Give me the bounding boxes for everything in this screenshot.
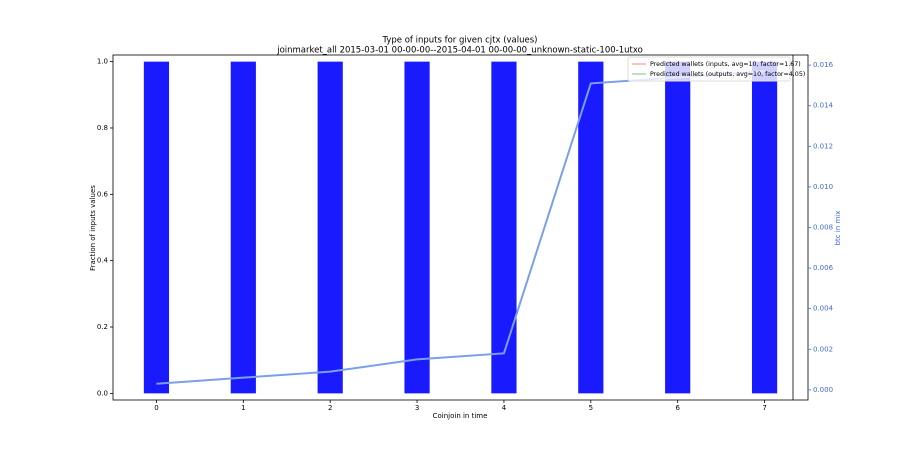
y-axis-label: Fraction of inputs values [89, 185, 97, 271]
x-tick-label: 6 [675, 404, 680, 412]
y-tick-label: 1.0 [97, 58, 108, 66]
y-tick-label: 0.0 [97, 389, 108, 397]
legend-box [627, 56, 791, 82]
legend-label: Predicted wallets (outputs, avg=10, fact… [650, 71, 805, 78]
y2-tick-label: 0.004 [813, 305, 834, 313]
bar [751, 61, 778, 394]
x-tick-label: 7 [762, 404, 766, 412]
y-tick-label: 0.2 [97, 323, 108, 331]
bar [143, 61, 170, 394]
bar [404, 61, 430, 394]
y2-tick-label: 0.002 [813, 345, 833, 353]
bar [491, 61, 517, 394]
y2-tick-label: 0.006 [813, 264, 834, 272]
x-tick-label: 3 [415, 404, 419, 412]
bar [578, 61, 604, 394]
x-tick-label: 2 [328, 404, 332, 412]
y2-tick-label: 0.016 [813, 61, 834, 69]
x-tick-label: 0 [154, 404, 158, 412]
y2-tick-label: 0.000 [813, 386, 833, 394]
chart-subtitle: joinmarket_all 2015-03-01 00-00-00--2015… [276, 46, 643, 56]
chart-title: Type of inputs for given cjtx (values) [382, 36, 538, 46]
bar [317, 61, 343, 394]
bar [665, 61, 691, 394]
y2-tick-label: 0.014 [813, 102, 834, 110]
bar [230, 61, 256, 394]
x-tick-label: 5 [589, 404, 593, 412]
plot-frame [112, 54, 809, 401]
y-tick-label: 0.8 [97, 124, 108, 132]
x-tick-label: 1 [241, 404, 245, 412]
y-tick-label: 0.4 [97, 257, 109, 265]
y2-tick-label: 0.012 [813, 142, 833, 150]
y2-tick-label: 0.010 [813, 183, 833, 191]
y2-tick-label: 0.008 [813, 224, 833, 232]
legend-label: Predicted wallets (inputs, avg=10, facto… [650, 61, 801, 68]
y2-axis-label: btc in mix [834, 211, 842, 246]
x-axis-label: Coinjoin in time [433, 412, 488, 420]
y-tick-label: 0.6 [97, 190, 109, 198]
x-tick-label: 4 [502, 404, 507, 412]
